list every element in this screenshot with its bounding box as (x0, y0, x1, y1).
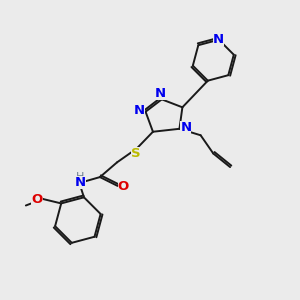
Text: N: N (134, 104, 145, 117)
Text: N: N (75, 176, 86, 190)
Text: N: N (180, 121, 191, 134)
Text: O: O (32, 193, 43, 206)
Text: N: N (213, 33, 224, 46)
Text: H: H (76, 172, 84, 182)
Text: N: N (155, 87, 166, 100)
Text: S: S (131, 147, 141, 160)
Text: O: O (118, 180, 129, 193)
